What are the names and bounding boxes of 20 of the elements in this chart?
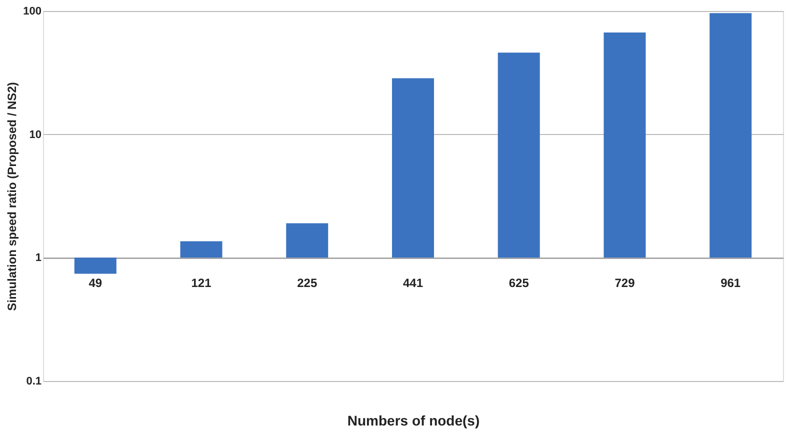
y-tick-label: 10 [29,128,42,141]
x-tick-label: 729 [614,276,636,290]
bar [286,223,328,258]
y-axis-title: Simulation speed ratio (Proposed / NS2) [5,82,20,311]
bar [180,241,222,258]
x-tick-label: 49 [88,276,102,290]
y-tick-label: 0.1 [26,376,42,388]
bar [74,258,116,274]
x-tick-label: 961 [720,276,741,290]
bar [710,13,752,258]
y-tick-label: 1 [35,252,42,264]
bar [392,78,434,258]
bar [498,52,540,258]
bar [604,32,646,258]
x-axis-title: Numbers of node(s) [347,412,480,428]
x-tick-label: 441 [402,276,424,290]
x-tick-label: 121 [191,276,212,290]
x-tick-label: 625 [508,276,530,290]
y-tick-label: 100 [23,6,42,18]
x-tick-label: 225 [297,276,318,290]
